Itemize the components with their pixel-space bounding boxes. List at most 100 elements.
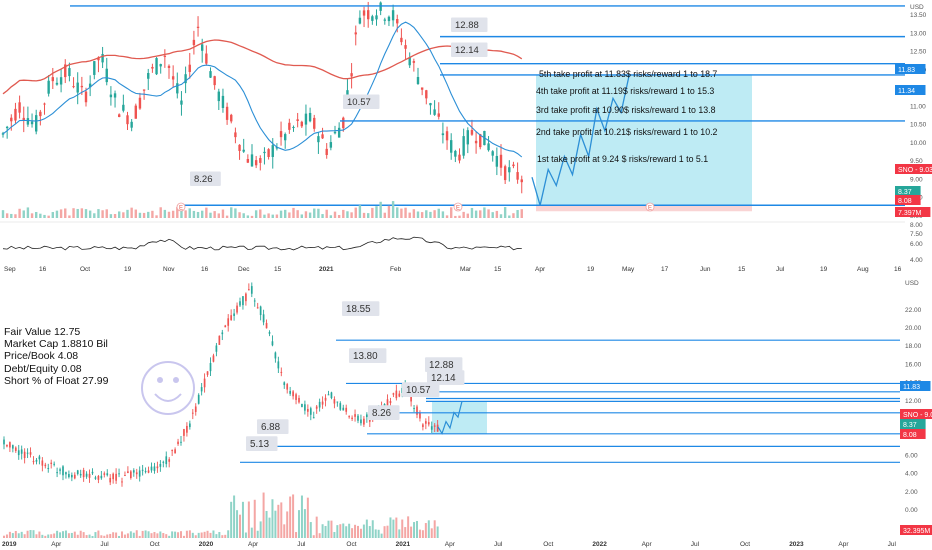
volume-bar xyxy=(123,534,126,538)
volume-bar xyxy=(306,497,309,538)
level-label-bg xyxy=(451,17,488,32)
price-tag-bg xyxy=(900,409,932,419)
candle-body xyxy=(234,132,237,138)
candle-body xyxy=(205,53,208,64)
volume-bar xyxy=(271,499,274,538)
volume-bar xyxy=(171,210,175,218)
volume-bar xyxy=(130,207,133,218)
candle-body xyxy=(103,473,106,475)
volume-bar xyxy=(100,535,103,538)
candle-body xyxy=(39,111,42,117)
smiley-mouth-icon xyxy=(154,393,182,402)
time-axis-tick: Oct xyxy=(543,541,553,548)
volume-bar xyxy=(333,532,336,538)
time-axis-tick: Oct xyxy=(740,541,750,548)
candle-body xyxy=(93,61,96,75)
volume-bar xyxy=(67,533,70,538)
volume-bar xyxy=(292,494,295,538)
volume-bar xyxy=(113,214,117,218)
candle-body xyxy=(10,117,13,122)
candle-body xyxy=(124,475,126,477)
top-price-chart[interactable]: USD13.5013.0012.5012.0011.5011.0010.5010… xyxy=(0,0,932,270)
price-tag: SNO - 9.03 xyxy=(903,412,932,419)
candle-body xyxy=(17,450,20,456)
candle-body xyxy=(412,61,416,63)
candle-body xyxy=(396,19,399,24)
level-label: 8.26 xyxy=(372,408,392,419)
candle-body xyxy=(215,345,218,352)
osc-axis-tick: 6.00 xyxy=(910,241,923,248)
candle-body xyxy=(194,406,197,412)
candle-body xyxy=(433,425,436,427)
candle-body xyxy=(41,460,44,466)
volume-bar xyxy=(239,514,241,538)
volume-bar xyxy=(424,523,427,538)
volume-bar xyxy=(159,531,162,538)
price-axis-tick: 13.50 xyxy=(910,12,927,19)
time-axis-tick: Apr xyxy=(51,541,62,548)
candle-body xyxy=(379,2,382,11)
candle-body xyxy=(59,77,63,85)
volume-bar xyxy=(184,210,187,218)
candle-body xyxy=(321,401,324,405)
candle-body xyxy=(82,469,85,478)
event-marker-circle xyxy=(176,202,186,212)
level-label: 12.14 xyxy=(431,373,456,384)
volume-bar xyxy=(230,501,233,538)
candle-body xyxy=(233,313,235,316)
candle-body xyxy=(462,136,465,156)
time-axis-tick: Apr xyxy=(248,541,259,548)
bottom-price-chart[interactable]: USD22.0020.0018.0016.0014.0012.0010.008.… xyxy=(0,276,932,550)
volume-bar xyxy=(11,533,14,538)
volume-bar xyxy=(410,526,413,538)
volume-bar xyxy=(103,535,106,538)
candle-body xyxy=(221,332,224,335)
candle-body xyxy=(22,117,25,121)
level-label: 18.55 xyxy=(346,304,371,315)
candle-body xyxy=(97,57,100,61)
price-axis-tick: 6.00 xyxy=(905,452,918,459)
price-tag: 7.397M xyxy=(898,210,922,217)
take-profit-note: 2nd take profit at 10.21$ risks/reward 1… xyxy=(536,127,718,137)
volume-bar xyxy=(80,208,84,218)
volume-bar xyxy=(401,519,404,538)
level-label: 12.88 xyxy=(455,20,479,31)
volume-bar xyxy=(141,530,144,538)
candle-body xyxy=(425,90,428,99)
price-axis-tick: 13.00 xyxy=(910,30,927,37)
candle-body xyxy=(141,469,144,471)
volume-bar xyxy=(17,533,20,538)
volume-bar xyxy=(430,528,433,538)
volume-bar xyxy=(44,535,47,538)
candle-body xyxy=(367,10,370,20)
time-axis-tick: 19 xyxy=(820,266,828,273)
candle-body xyxy=(72,86,75,88)
volume-bar xyxy=(487,209,490,218)
volume-bar xyxy=(300,495,303,538)
candle-body xyxy=(391,10,395,21)
volume-bar xyxy=(483,207,486,218)
candle-body xyxy=(242,296,244,306)
candle-body xyxy=(171,450,173,452)
candle-body xyxy=(167,65,171,68)
candle-body xyxy=(184,74,187,84)
time-axis-tick: Jul xyxy=(297,541,306,548)
volume-bar xyxy=(138,535,141,538)
volume-bar xyxy=(3,535,5,538)
volume-bar xyxy=(315,516,318,538)
volume-bar xyxy=(94,532,97,538)
candle-body xyxy=(62,466,64,476)
volume-bar xyxy=(88,210,92,218)
volume-bar xyxy=(246,215,250,218)
candle-body xyxy=(1,133,5,135)
candle-body xyxy=(262,314,265,323)
price-tag-bg xyxy=(895,186,921,196)
candle-body xyxy=(192,39,196,46)
candle-body xyxy=(366,414,368,418)
candle-body xyxy=(363,418,365,425)
candle-body xyxy=(315,406,318,409)
level-label-bg xyxy=(402,382,440,397)
volume-bar xyxy=(118,535,121,538)
volume-bar xyxy=(389,517,392,538)
volume-bar xyxy=(377,529,380,538)
